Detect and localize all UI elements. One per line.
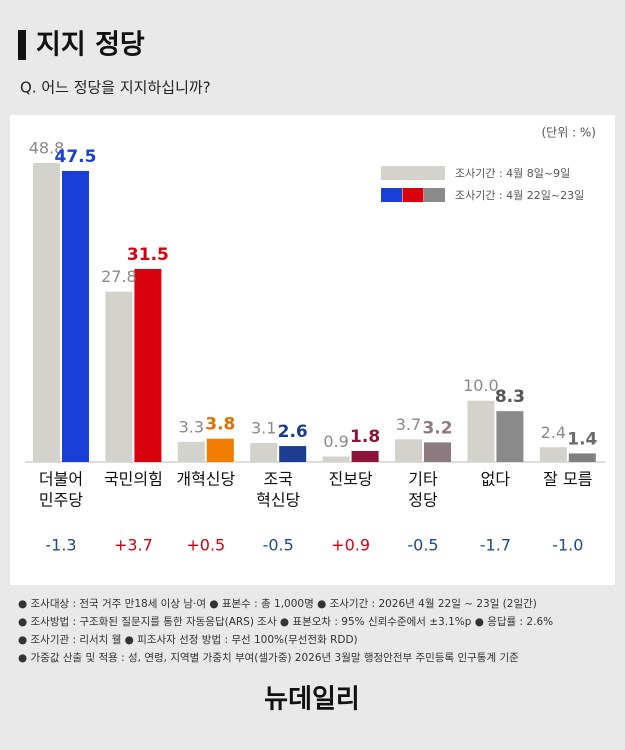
change-label: +3.7 — [114, 536, 153, 555]
bar — [134, 268, 162, 462]
change-label: +0.9 — [331, 536, 370, 555]
value-label: 1.8 — [350, 427, 380, 447]
value-label: 0.9 — [323, 432, 348, 451]
bar — [177, 441, 205, 462]
bar — [279, 446, 307, 462]
x-tick-label: 국민의힘 — [104, 470, 163, 489]
footnote: ● 조사대상 : 전국 거주 만18세 이상 남·여 ● 표본수 : 총 1,0… — [18, 597, 537, 610]
bar — [105, 291, 133, 462]
x-tick-label: 기타 — [408, 470, 438, 489]
chart-panel — [10, 115, 615, 585]
change-label: -1.7 — [480, 536, 511, 555]
bar — [467, 400, 495, 462]
bar — [539, 447, 567, 462]
legend-label: 조사기간 : 4월 22일~23일 — [455, 188, 584, 202]
value-label: 27.8 — [101, 267, 137, 286]
x-tick-label: 진보당 — [329, 470, 373, 489]
bar — [62, 170, 89, 463]
title-bar — [18, 30, 26, 60]
bar — [395, 439, 422, 462]
bar — [351, 450, 379, 462]
x-tick-label: 개혁신당 — [176, 470, 235, 489]
change-label: -1.3 — [45, 536, 76, 555]
change-label: -1.0 — [552, 536, 583, 555]
value-label: 1.4 — [567, 429, 597, 449]
change-label: +0.5 — [186, 536, 225, 555]
legend-swatch — [381, 166, 445, 180]
x-tick-label: 민주당 — [39, 491, 83, 510]
bar — [424, 442, 451, 462]
bar — [33, 162, 60, 463]
value-label: 31.5 — [127, 245, 169, 265]
value-label: 3.3 — [179, 417, 204, 436]
legend-swatch — [424, 188, 445, 202]
value-label: 10.0 — [463, 376, 499, 395]
change-label: -0.5 — [263, 536, 294, 555]
footnote: ● 가중값 산출 및 적용 : 성, 연령, 지역별 가중치 부여(셀가중) 2… — [18, 652, 519, 664]
footnote: ● 조사방법 : 구조화된 질문지를 통한 자동응답(ARS) 조사 ● 표본오… — [18, 616, 553, 628]
value-label: 3.7 — [396, 415, 421, 434]
x-tick-label: 정당 — [408, 491, 438, 510]
value-label: 2.4 — [541, 423, 566, 442]
legend-swatch — [381, 188, 402, 202]
value-label: 48.8 — [29, 138, 65, 157]
legend-swatch — [402, 188, 424, 202]
value-label: 3.8 — [205, 415, 235, 435]
value-label: 3.1 — [251, 419, 276, 438]
value-label: 47.5 — [55, 147, 97, 167]
change-label: -0.5 — [407, 536, 438, 555]
bar — [496, 411, 524, 462]
legend-label: 조사기간 : 4월 8일~9일 — [455, 166, 570, 180]
bar — [250, 443, 278, 462]
footnote: ● 조사기관 : 리서치 웰 ● 피조사자 선정 방법 : 무선 100%(무선… — [18, 634, 358, 646]
x-tick-label: 조국 — [263, 470, 292, 489]
unit: (단위 : %) — [541, 126, 596, 140]
x-tick-label: 혁신당 — [256, 491, 300, 510]
title: 지지 정당 — [36, 30, 145, 61]
x-tick-label: 없다 — [481, 470, 511, 489]
x-tick-label: 잘 모름 — [543, 470, 592, 489]
bar — [322, 456, 350, 462]
question: Q. 어느 정당을 지지하십니까? — [20, 79, 211, 97]
logo: 뉴데일리 — [264, 685, 360, 715]
bar — [206, 438, 234, 462]
value-label: 3.2 — [422, 418, 452, 438]
value-label: 8.3 — [495, 387, 525, 407]
bar — [568, 453, 596, 462]
value-label: 2.6 — [278, 422, 308, 442]
x-tick-label: 더불어 — [39, 470, 83, 489]
